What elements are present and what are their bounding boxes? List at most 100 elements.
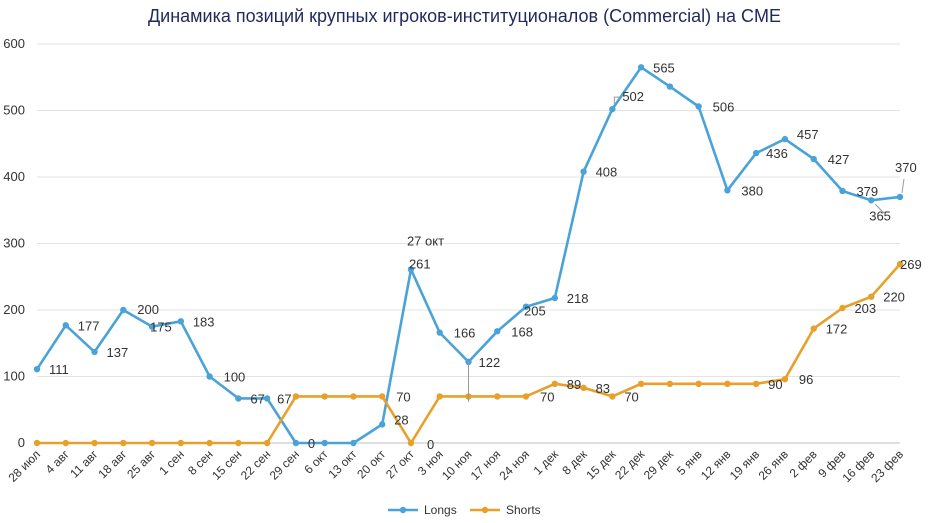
x-tick-label: 29 сен	[267, 447, 302, 482]
x-tick-label: 22 сен	[238, 447, 273, 482]
chart-title: Динамика позиций крупных игроков-институ…	[147, 6, 782, 26]
data-label-longs: 137	[107, 345, 129, 360]
data-label-longs: 175	[150, 320, 172, 335]
series-points	[33, 64, 904, 447]
data-point-shorts	[120, 439, 127, 447]
data-point-longs	[580, 168, 587, 175]
data-point-shorts	[436, 393, 443, 400]
data-point-longs	[522, 303, 530, 310]
data-point-longs	[436, 329, 443, 336]
leader-line	[901, 178, 905, 194]
data-point-longs	[177, 318, 185, 325]
data-point-shorts	[206, 439, 213, 447]
data-point-shorts	[609, 393, 616, 400]
x-tick-label: 11 авг	[67, 447, 101, 481]
data-point-longs	[494, 328, 501, 335]
x-tick-label: 15 дек	[583, 447, 619, 483]
data-label-shorts: 70	[540, 389, 554, 404]
data-point-shorts	[666, 380, 674, 388]
data-point-shorts	[407, 439, 415, 447]
data-label-longs: 122	[479, 355, 501, 370]
annotations: 27 окт	[407, 96, 905, 402]
data-point-shorts	[494, 393, 501, 400]
data-label-shorts: 269	[900, 257, 922, 272]
data-point-longs	[379, 421, 386, 428]
data-point-longs	[896, 193, 904, 201]
data-label-longs: 370	[895, 160, 917, 175]
data-label-shorts: 90	[768, 377, 782, 392]
x-tick-label: 12 янв	[698, 447, 733, 482]
data-point-longs	[810, 155, 817, 163]
data-label-shorts: 220	[883, 290, 905, 305]
data-point-shorts	[148, 439, 156, 447]
y-tick-label: 400	[3, 169, 25, 184]
x-tick-label: 28 июл	[6, 447, 44, 485]
data-label-longs: 379	[856, 184, 878, 199]
data-label-longs: 177	[78, 318, 100, 333]
data-point-longs	[407, 266, 415, 273]
x-tick-label: 27 окт	[383, 447, 417, 481]
data-point-shorts	[752, 380, 760, 388]
legend-marker-longs	[399, 506, 407, 514]
data-point-longs	[235, 395, 242, 402]
data-point-longs	[637, 64, 645, 71]
legend-label-longs: Longs	[424, 503, 457, 517]
data-point-shorts	[868, 293, 875, 300]
data-label-longs: 111	[49, 362, 69, 377]
x-tick-label: 26 янв	[756, 447, 791, 482]
data-point-longs	[91, 348, 98, 356]
data-point-longs	[839, 187, 846, 195]
data-point-shorts	[263, 439, 271, 447]
data-label-longs: 205	[524, 304, 546, 319]
data-label-shorts: 70	[624, 389, 638, 404]
x-tick-label: 15 сен	[209, 447, 244, 482]
x-tick-label: 17 ноя	[468, 447, 504, 483]
data-label-longs: 261	[409, 256, 431, 271]
data-label-longs: 436	[766, 146, 788, 161]
data-label-longs: 506	[713, 100, 735, 115]
x-tick-label: 22 дек	[612, 447, 648, 483]
data-label-longs: 565	[653, 60, 675, 75]
y-tick-label: 0	[18, 435, 25, 450]
data-point-shorts	[810, 325, 817, 332]
y-tick-label: 600	[3, 36, 25, 51]
annotation-label: 27 окт	[407, 233, 444, 248]
data-point-longs	[33, 365, 41, 373]
x-tick-label: 1 сен	[156, 447, 187, 478]
x-tick-label: 2 фев	[787, 447, 820, 480]
data-point-longs	[752, 149, 760, 157]
x-tick-label: 10 ноя	[439, 447, 475, 483]
y-axis-ticks: 0 100 200 300 400 500 600	[3, 36, 25, 450]
data-label-longs: 166	[454, 326, 476, 341]
data-label-longs: 457	[797, 127, 819, 142]
data-label-longs: 183	[193, 314, 215, 329]
data-point-shorts	[292, 393, 300, 400]
data-point-shorts	[551, 380, 558, 388]
data-point-longs	[206, 373, 213, 380]
x-tick-label: 13 окт	[325, 447, 359, 481]
data-label-shorts: 203	[854, 301, 876, 316]
x-tick-label: 18 авг	[95, 447, 129, 481]
data-point-shorts	[637, 380, 645, 388]
data-point-longs	[263, 395, 271, 402]
data-label-longs: 28	[394, 412, 408, 427]
data-point-shorts	[781, 375, 789, 383]
x-tick-label: 25 авг	[124, 447, 158, 481]
leader-line	[874, 203, 886, 215]
data-label-longs: 67	[250, 391, 264, 406]
y-tick-label: 300	[3, 236, 25, 251]
data-point-shorts	[695, 380, 702, 388]
data-point-longs	[695, 103, 702, 110]
data-point-shorts	[580, 384, 587, 392]
data-label-longs: 502	[622, 89, 644, 104]
x-tick-label: 24 ноя	[496, 447, 532, 483]
data-point-shorts	[724, 380, 731, 388]
data-point-shorts	[91, 439, 98, 447]
data-point-shorts	[33, 439, 41, 447]
data-point-shorts	[235, 439, 242, 447]
data-point-longs	[350, 439, 357, 447]
data-label-shorts: 172	[826, 322, 848, 337]
data-point-shorts	[177, 439, 185, 447]
